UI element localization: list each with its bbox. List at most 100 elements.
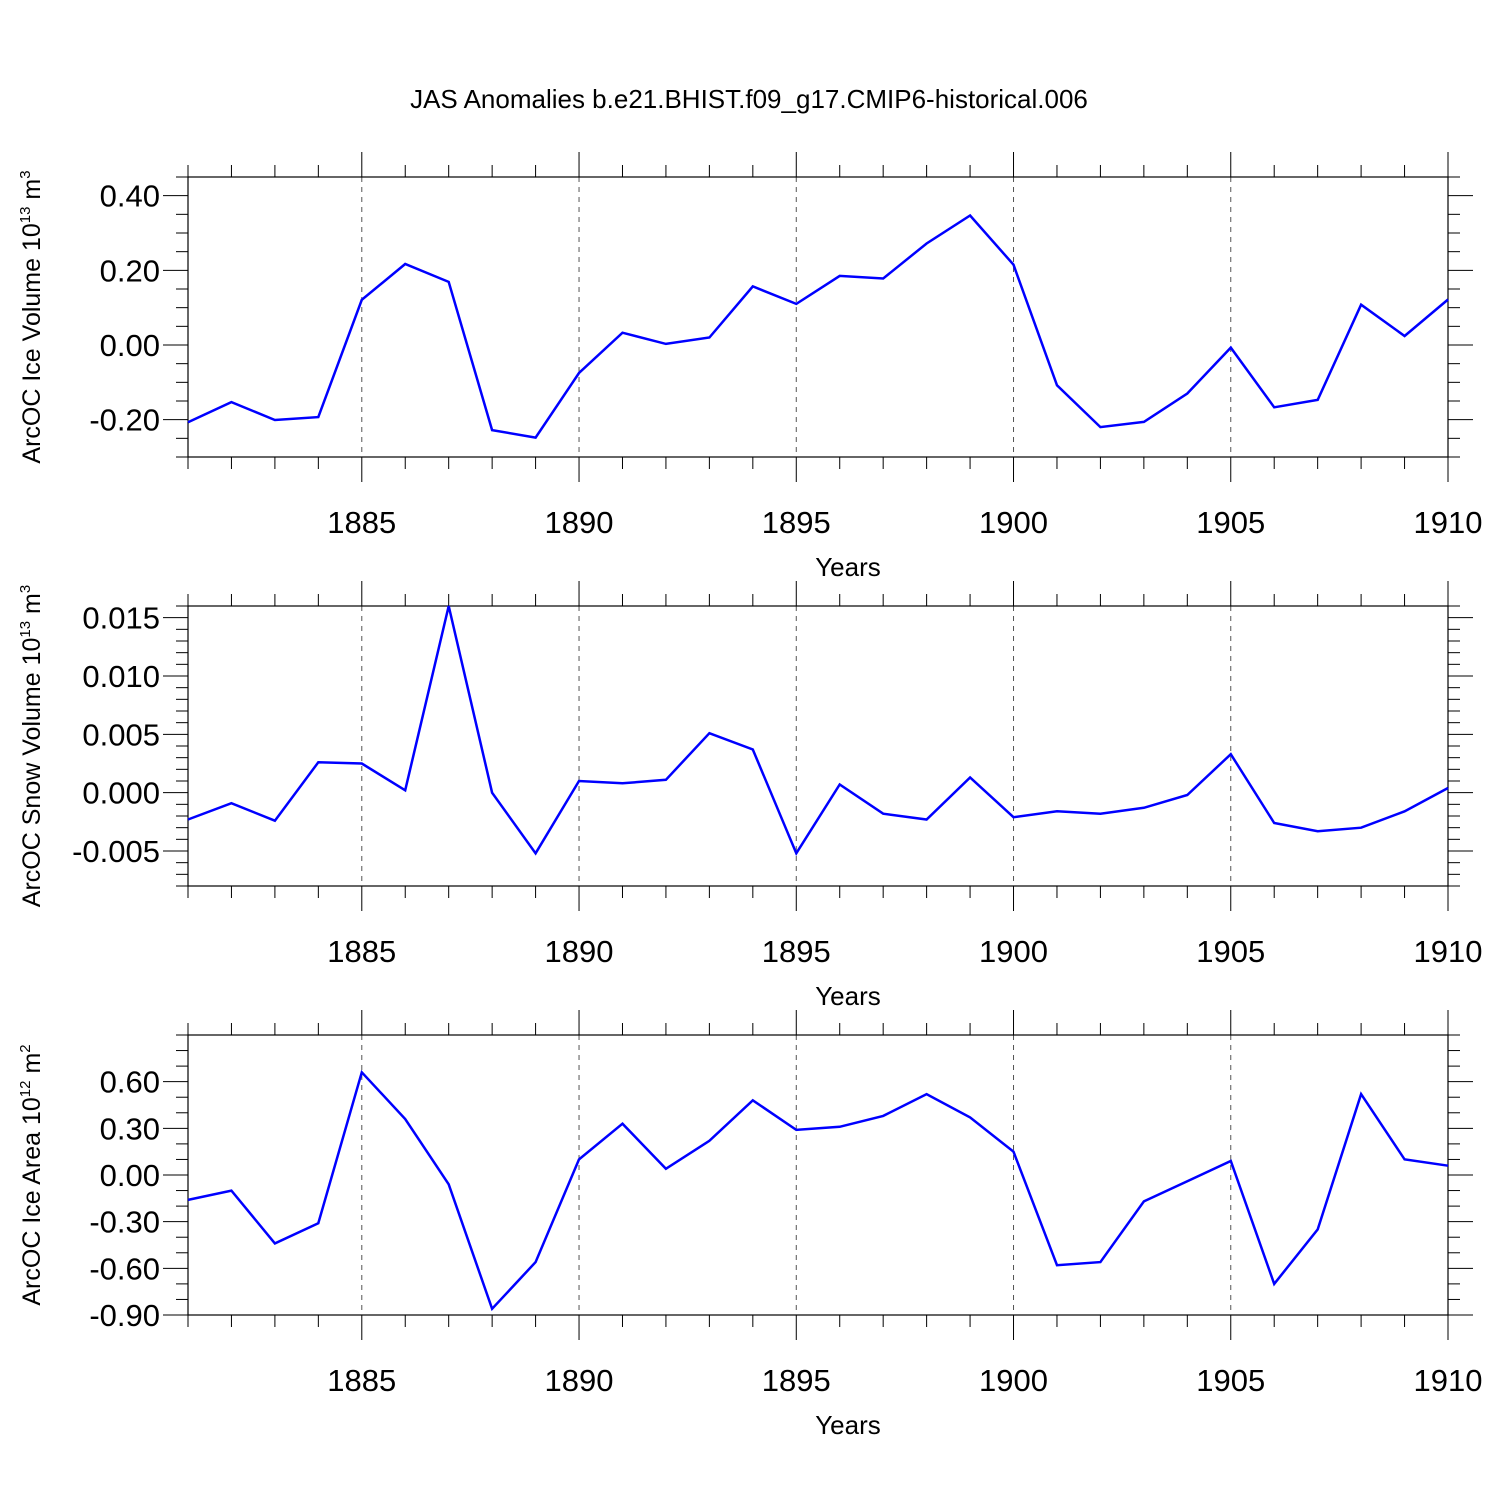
- y-tick-label: 0.000: [82, 776, 160, 811]
- data-point: [1230, 753, 1232, 755]
- data-point: [665, 1168, 667, 1170]
- y-label-exponent: 13: [17, 207, 34, 224]
- data-point: [534, 852, 536, 854]
- y-tick-label: -0.60: [89, 1251, 160, 1286]
- data-point: [1099, 1261, 1101, 1263]
- x-axis-label: Years: [815, 552, 881, 582]
- data-point: [404, 1118, 406, 1120]
- data-point: [491, 1308, 493, 1310]
- x-tick-label: 1885: [327, 934, 396, 969]
- y-label-unit: m: [18, 1053, 46, 1081]
- data-point: [230, 401, 232, 403]
- data-point: [404, 789, 406, 791]
- plot-frame: [187, 176, 1449, 458]
- data-point: [839, 1126, 841, 1128]
- y-tick-label: -0.30: [89, 1205, 160, 1240]
- data-point: [1273, 822, 1275, 824]
- data-point: [1403, 335, 1405, 337]
- x-tick-label: 1895: [762, 505, 831, 540]
- data-point: [317, 416, 319, 418]
- data-point: [839, 783, 841, 785]
- panel-snow-volume: -0.005 0.000 0.005 0.010 0.015 1885 1890 1895 19…: [17, 581, 1482, 1011]
- x-tick-label: 1885: [327, 505, 396, 540]
- data-point: [708, 1140, 710, 1142]
- y-tick-label: -0.90: [89, 1298, 160, 1333]
- data-point: [1012, 264, 1014, 266]
- data-point: [447, 1183, 449, 1185]
- data-point: [969, 1116, 971, 1118]
- data-point: [317, 761, 319, 763]
- data-point: [187, 421, 189, 423]
- data-point: [1403, 810, 1405, 812]
- data-point: [708, 336, 710, 338]
- x-tick-label: 1885: [327, 1363, 396, 1398]
- y-label-unit: m: [18, 179, 46, 207]
- data-point: [752, 748, 754, 750]
- x-tick-label: 1910: [1414, 1363, 1483, 1398]
- y-tick-label: 0.005: [82, 717, 160, 752]
- data-point: [491, 429, 493, 431]
- data-point: [969, 776, 971, 778]
- data-point: [1447, 298, 1449, 300]
- y-tick-label: 0.20: [100, 253, 160, 288]
- x-axis-label: Years: [815, 1410, 881, 1440]
- data-point: [317, 1222, 319, 1224]
- y-tick-label: 0.40: [100, 179, 160, 214]
- series-line: [187, 213, 1449, 439]
- y-label-unit: m: [18, 593, 46, 621]
- data-point: [621, 331, 623, 333]
- data-point: [1056, 810, 1058, 812]
- data-point: [1273, 406, 1275, 408]
- data-point: [621, 1122, 623, 1124]
- y-tick-label: 0.015: [82, 601, 160, 636]
- data-point: [708, 732, 710, 734]
- data-point: [1143, 1200, 1145, 1202]
- data-point: [969, 214, 971, 216]
- y-label-unit-exponent: 2: [17, 1044, 34, 1052]
- data-point: [534, 436, 536, 438]
- data-point: [361, 762, 363, 764]
- data-point: [1447, 787, 1449, 789]
- data-point: [491, 791, 493, 793]
- data-point: [1403, 1158, 1405, 1160]
- panel-ice-volume: -0.20 0.00 0.20 0.40 1885 1890 1895 1900 1905 191…: [17, 152, 1482, 582]
- plot-frame: [187, 605, 1449, 887]
- data-point: [361, 1071, 363, 1073]
- x-tick-label: 1910: [1414, 934, 1483, 969]
- y-tick-label: 0.00: [100, 1158, 160, 1193]
- data-point: [1143, 807, 1145, 809]
- data-point: [1012, 816, 1014, 818]
- data-point: [274, 419, 276, 421]
- y-tick-label: -0.005: [72, 834, 160, 869]
- data-point: [1316, 399, 1318, 401]
- data-point: [447, 605, 449, 607]
- x-tick-label: 1910: [1414, 505, 1483, 540]
- data-point: [404, 263, 406, 265]
- x-tick-label: 1905: [1196, 505, 1265, 540]
- data-point: [447, 281, 449, 283]
- data-point: [534, 1261, 536, 1263]
- data-point: [1186, 794, 1188, 796]
- data-point: [925, 818, 927, 820]
- series-line: [187, 605, 1449, 856]
- data-point: [1360, 1093, 1362, 1095]
- y-label-unit-exponent: 3: [17, 585, 34, 593]
- x-tick-label: 1895: [762, 934, 831, 969]
- data-point: [274, 819, 276, 821]
- x-tick-label: 1905: [1196, 934, 1265, 969]
- x-tick-label: 1895: [762, 1363, 831, 1398]
- data-point: [1273, 1283, 1275, 1285]
- y-label-unit-exponent: 3: [17, 170, 34, 178]
- y-tick-label: 0.30: [100, 1111, 160, 1146]
- data-point: [578, 372, 580, 374]
- data-point: [925, 1093, 927, 1095]
- y-label-main: ArcOC Snow Volume 10: [18, 638, 46, 908]
- data-point: [752, 1099, 754, 1101]
- y-label-main: ArcOC Ice Area 10: [18, 1097, 46, 1305]
- data-point: [665, 343, 667, 345]
- data-point: [230, 802, 232, 804]
- y-tick-label: -0.20: [89, 403, 160, 438]
- y-tick-label: 0.010: [82, 659, 160, 694]
- x-tick-label: 1900: [979, 1363, 1048, 1398]
